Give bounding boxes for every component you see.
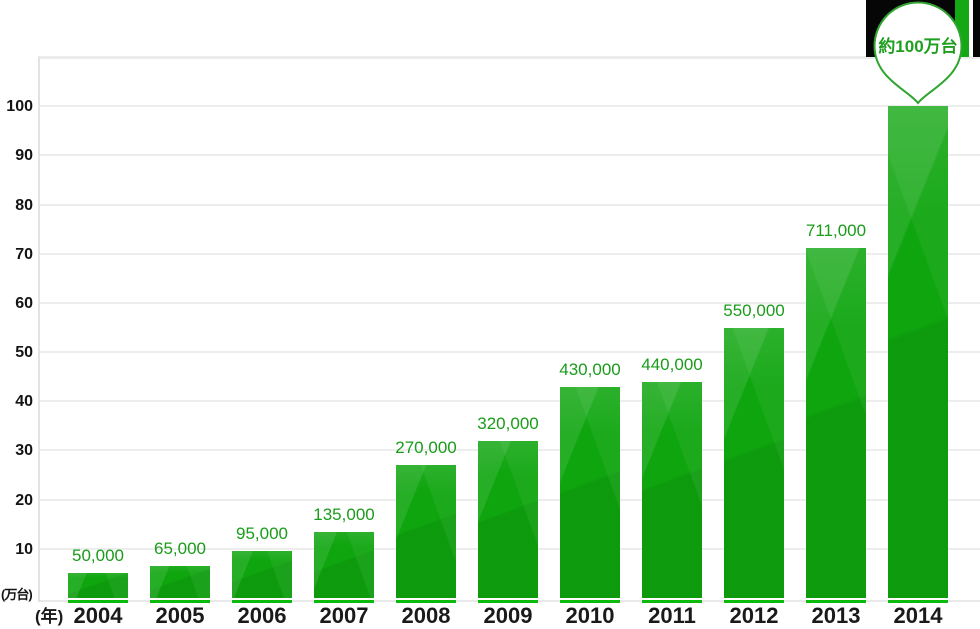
x-tick-label: 2013 [811, 603, 861, 628]
gridline [40, 400, 980, 403]
gridline [40, 105, 980, 108]
bar [724, 327, 784, 598]
x-tick-label: 2014 [893, 603, 943, 628]
y-tick-label: 100 [6, 98, 33, 116]
bar-value-label: 50,000 [72, 546, 124, 566]
gridline [40, 203, 980, 206]
bar-baseline-segment [150, 600, 210, 603]
y-tick-label: 50 [15, 344, 33, 362]
bar [560, 386, 620, 598]
bar [68, 573, 128, 598]
bar [642, 381, 702, 598]
y-tick-label: 80 [15, 196, 33, 214]
bar-value-label: 95,000 [236, 524, 288, 544]
bar-baseline-segment [642, 600, 702, 603]
x-tick-label: 2006 [237, 603, 287, 628]
gridline [40, 351, 980, 354]
bar-baseline-segment [478, 600, 538, 603]
bar-baseline-segment [724, 600, 784, 603]
y-tick-label: 40 [15, 393, 33, 411]
bar-value-label: 65,000 [154, 539, 206, 559]
y-axis-line [38, 57, 40, 602]
y-tick-label: 30 [15, 442, 33, 460]
bar [806, 248, 866, 598]
x-tick-label: 2009 [483, 603, 533, 628]
bar [478, 440, 538, 598]
x-tick-label: 2004 [73, 603, 123, 628]
bar-value-label: 550,000 [723, 300, 785, 320]
x-tick-label: 2010 [565, 603, 615, 628]
x-tick-label: 2012 [729, 603, 779, 628]
y-tick-label: 20 [15, 491, 33, 509]
x-tick-label: 2011 [648, 603, 696, 628]
bar [396, 465, 456, 598]
x-tick-label: 2005 [155, 603, 205, 628]
y-tick-label: 60 [15, 294, 33, 312]
bar-baseline-segment [806, 600, 866, 603]
y-tick-label: 90 [15, 147, 33, 165]
bar-baseline-segment [314, 600, 374, 603]
y-tick-label: 10 [15, 540, 33, 558]
bar [888, 106, 948, 598]
bar-value-label: 270,000 [395, 438, 457, 458]
gridline [40, 154, 980, 157]
bar-value-label: 320,000 [477, 413, 539, 433]
plot-top-border [38, 56, 980, 59]
banner-black-stripe [973, 0, 980, 57]
bar-baseline-segment [232, 600, 292, 603]
balloon-pin-shape [873, 1, 963, 105]
bar-baseline-segment [68, 600, 128, 603]
bar-value-label: 135,000 [313, 504, 375, 524]
y-tick-label: 70 [15, 245, 33, 263]
x-tick-label: 2007 [319, 603, 369, 628]
bar-value-label: 711,000 [805, 221, 867, 241]
banner-white-stripe [969, 0, 973, 57]
bar-value-label: 440,000 [641, 354, 703, 374]
callout-balloon: 約100万台 [870, 0, 966, 108]
bar [150, 566, 210, 598]
bar-baseline-segment [888, 600, 948, 603]
x-tick-label: 2008 [401, 603, 451, 628]
callout-label: 約100万台 [878, 36, 957, 56]
y-axis-unit-label: (万台) [1, 587, 33, 602]
x-axis-unit-label: (年) [35, 607, 64, 626]
bar [232, 551, 292, 598]
bar-baseline-segment [396, 600, 456, 603]
bar-baseline-segment [560, 600, 620, 603]
gridline [40, 301, 980, 304]
bar [314, 531, 374, 598]
bar-value-label: 430,000 [559, 359, 621, 379]
gridline [40, 252, 980, 255]
